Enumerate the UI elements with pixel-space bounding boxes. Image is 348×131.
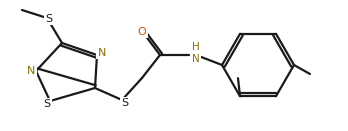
Text: O: O	[137, 27, 147, 37]
Text: N: N	[27, 66, 35, 76]
Text: H
N: H N	[192, 42, 200, 64]
Text: S: S	[121, 98, 128, 108]
Text: N: N	[98, 48, 106, 58]
Text: S: S	[44, 99, 50, 109]
Text: S: S	[46, 14, 53, 24]
